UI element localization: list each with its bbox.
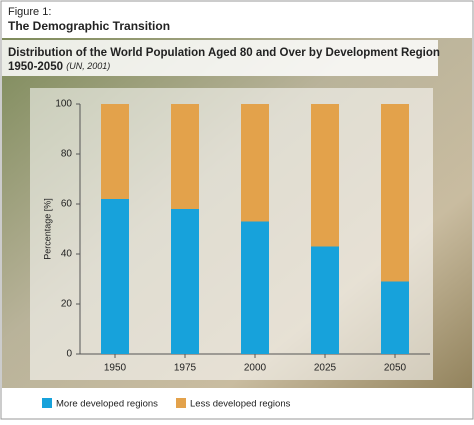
y-tick-label: 20 [61, 299, 73, 310]
bar-segment [241, 104, 269, 222]
bar-segment [241, 221, 269, 354]
legend-swatch [176, 398, 186, 408]
source: (UN, 2001) [66, 61, 110, 71]
plot-panel [30, 88, 433, 380]
x-tick-label: 1950 [104, 363, 127, 374]
bar-segment [311, 246, 339, 354]
bar-segment [101, 104, 129, 199]
title-panel [2, 40, 438, 76]
x-tick-label: 2050 [384, 363, 407, 374]
figure-title: The Demographic Transition [8, 19, 170, 33]
legend-bg [2, 388, 472, 418]
x-tick-label: 2000 [244, 363, 267, 374]
y-tick-label: 60 [61, 199, 73, 210]
bar-segment [171, 209, 199, 354]
bar-segment [311, 104, 339, 247]
y-tick-label: 40 [61, 249, 73, 260]
chart-title: 1950-2050 (UN, 2001) [8, 61, 110, 73]
x-tick-label: 1975 [174, 363, 197, 374]
y-axis-label: Percentage [%] [42, 198, 52, 260]
chart-title: Distribution of the World Population Age… [8, 47, 440, 59]
bar-segment [381, 104, 409, 282]
y-tick-label: 0 [66, 349, 72, 360]
y-tick-label: 80 [61, 149, 73, 160]
legend-swatch [42, 398, 52, 408]
y-tick-label: 100 [55, 99, 72, 110]
bar-segment [381, 281, 409, 354]
legend-label: Less developed regions [190, 399, 291, 410]
figure-label: Figure 1: [8, 6, 51, 18]
chart-title-line: 1950-2050 [8, 61, 63, 73]
legend-label: More developed regions [56, 399, 158, 410]
x-tick-label: 2025 [314, 363, 337, 374]
bar-segment [171, 104, 199, 209]
header-bg [2, 0, 472, 38]
bar-segment [101, 199, 129, 354]
